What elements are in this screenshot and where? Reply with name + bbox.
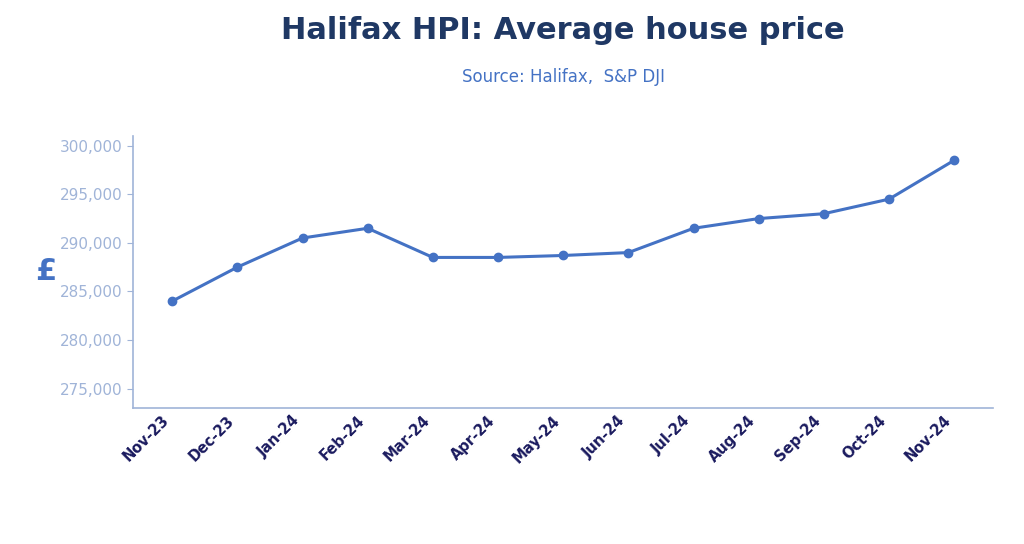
Text: Halifax HPI: Average house price: Halifax HPI: Average house price [282, 16, 845, 45]
Y-axis label: £: £ [36, 257, 56, 287]
Text: Source: Halifax,  S&P DJI: Source: Halifax, S&P DJI [462, 68, 665, 86]
